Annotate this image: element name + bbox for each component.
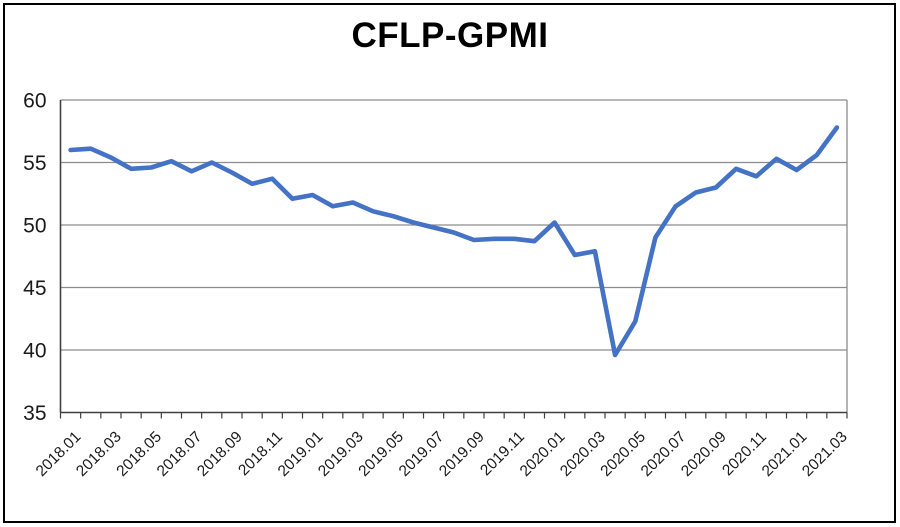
y-tick-label-50: 50 (23, 215, 46, 238)
y-tick-label-60: 60 (23, 90, 46, 113)
y-tick-label-35: 35 (23, 402, 46, 425)
chart-title: CFLP-GPMI (351, 16, 549, 55)
y-tick-label-45: 45 (23, 277, 46, 300)
x-tick-label-2018.09: 2018.09 (194, 428, 246, 480)
y-tick-label-40: 40 (23, 340, 46, 363)
x-tick-label-2019.09: 2019.09 (436, 428, 488, 480)
y-tick-label-55: 55 (23, 152, 46, 175)
x-tick-label-2020.09: 2020.09 (678, 428, 730, 480)
x-tick-label-2021.03: 2021.03 (799, 428, 851, 480)
gpmi-data-line (68, 125, 840, 358)
chart-frame (3, 3, 896, 523)
